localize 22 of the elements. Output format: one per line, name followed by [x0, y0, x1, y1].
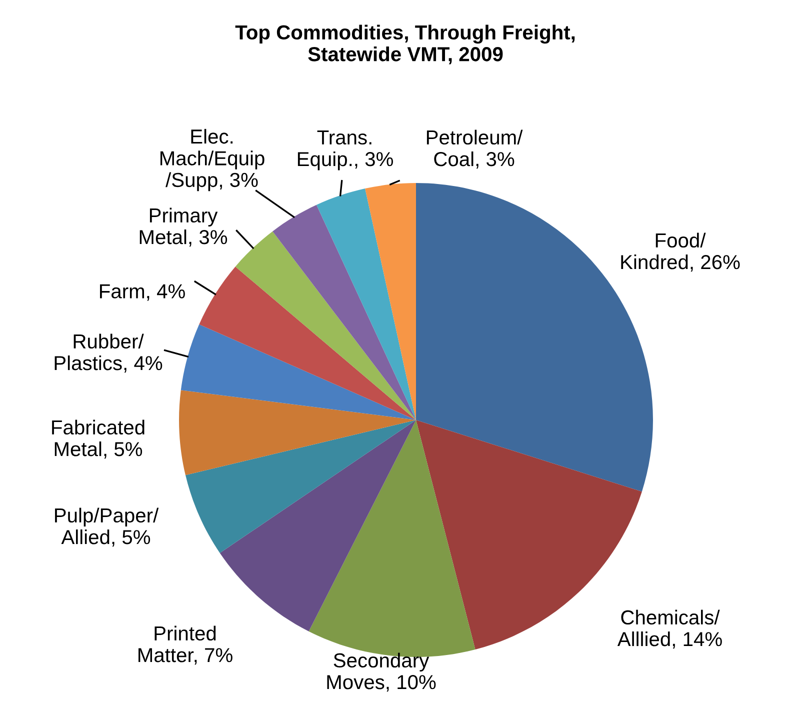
slice-label: Primary Metal, 3%	[140, 208, 228, 247]
pie-slice	[316, 188, 416, 420]
slice-label: Chemicals/ Alllied, 14%	[617, 610, 722, 649]
pie-slice	[180, 324, 416, 420]
pie-slice	[179, 390, 416, 476]
pie-slice	[272, 204, 416, 420]
slice-label: Food/ Kindred, 26%	[621, 232, 740, 272]
slice-label: Pulp/Paper/ Allied, 5%	[55, 508, 159, 547]
slice-label: Rubber/ Plastics, 4%	[54, 334, 162, 373]
slice-label: Elec. Mach/Equip /Supp, 3%	[160, 128, 264, 192]
pie-slice	[220, 420, 416, 632]
pie-slice	[199, 266, 416, 420]
chart-title: Top Commodities, Through Freight, Statewide VMT, 2009	[235, 24, 575, 64]
slice-label: Trans. Equip., 3%	[298, 130, 393, 170]
slice-label: Farm, 4%	[100, 284, 185, 301]
pie-slice	[235, 231, 416, 420]
pie-slice	[186, 420, 416, 553]
slice-label: Secondary Moves, 10%	[327, 652, 436, 692]
slice-label: Petroleum/ Coal, 3%	[426, 130, 523, 169]
slice-label: Fabricated Metal, 5%	[52, 420, 144, 459]
pie-slice	[365, 183, 416, 420]
slice-label: Printed Matter, 7%	[138, 626, 232, 665]
